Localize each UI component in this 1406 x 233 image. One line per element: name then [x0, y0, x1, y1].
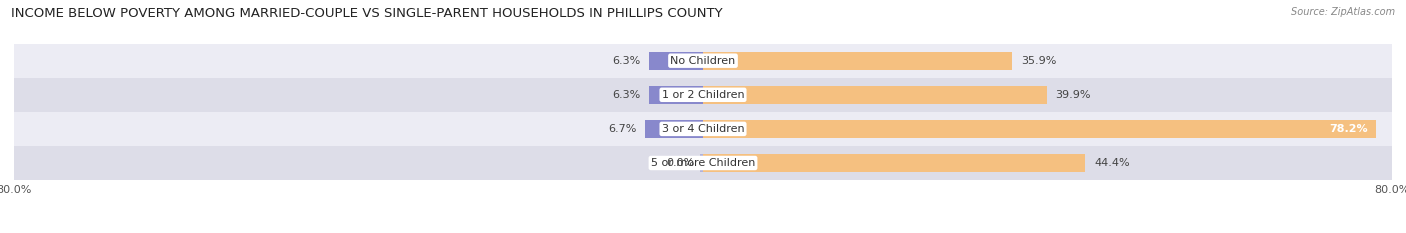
Bar: [14, 146, 1392, 180]
Text: 6.3%: 6.3%: [612, 56, 640, 66]
Text: 1 or 2 Children: 1 or 2 Children: [662, 90, 744, 100]
Text: No Children: No Children: [671, 56, 735, 66]
Text: 6.3%: 6.3%: [612, 90, 640, 100]
Text: 3 or 4 Children: 3 or 4 Children: [662, 124, 744, 134]
Text: 44.4%: 44.4%: [1094, 158, 1129, 168]
Text: 5 or more Children: 5 or more Children: [651, 158, 755, 168]
Bar: [703, 86, 1046, 104]
Bar: [14, 112, 1392, 146]
Bar: [14, 44, 1392, 78]
Bar: [703, 52, 1012, 70]
Text: Source: ZipAtlas.com: Source: ZipAtlas.com: [1291, 7, 1395, 17]
Text: 78.2%: 78.2%: [1329, 124, 1368, 134]
Text: 6.7%: 6.7%: [609, 124, 637, 134]
Text: 39.9%: 39.9%: [1056, 90, 1091, 100]
Bar: [14, 78, 1392, 112]
Text: INCOME BELOW POVERTY AMONG MARRIED-COUPLE VS SINGLE-PARENT HOUSEHOLDS IN PHILLIP: INCOME BELOW POVERTY AMONG MARRIED-COUPL…: [11, 7, 723, 20]
Bar: [700, 154, 703, 172]
Bar: [648, 86, 703, 104]
Text: 35.9%: 35.9%: [1021, 56, 1056, 66]
Bar: [703, 120, 1376, 138]
Text: 0.0%: 0.0%: [666, 158, 695, 168]
Bar: [648, 52, 703, 70]
Bar: [645, 120, 703, 138]
Bar: [703, 154, 1085, 172]
